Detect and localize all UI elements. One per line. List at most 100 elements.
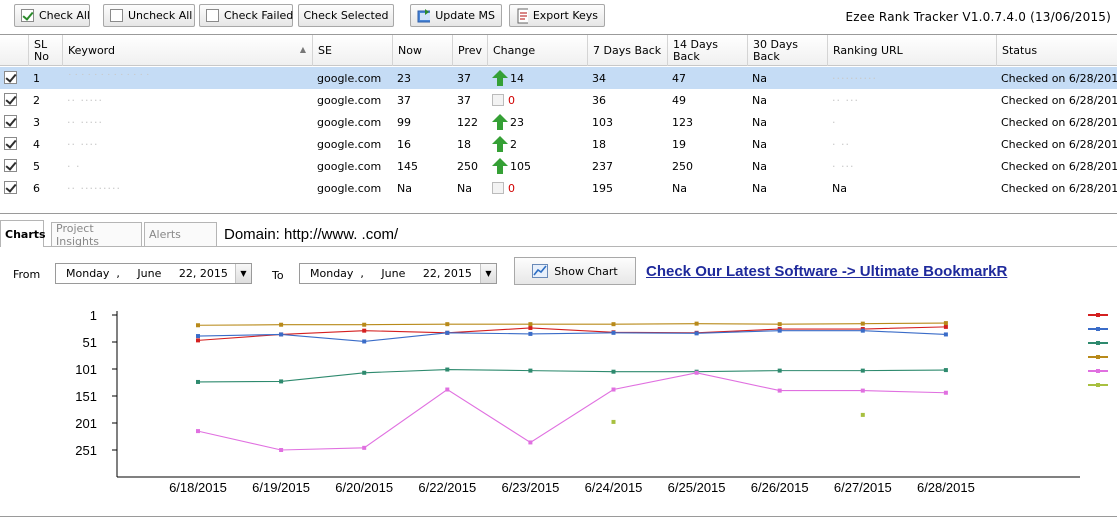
- data-point: [860, 368, 865, 373]
- legend-marker: [1096, 327, 1100, 331]
- legend-marker: [1096, 383, 1100, 387]
- update-icon: [417, 8, 431, 22]
- data-point: [611, 322, 616, 327]
- d30-value: Na: [752, 159, 767, 173]
- cell-prev: 37: [453, 67, 488, 89]
- row-checkbox[interactable]: [4, 93, 17, 106]
- arrow-up-icon: [492, 70, 508, 86]
- cell-now: Na: [393, 177, 453, 199]
- header-status[interactable]: Status: [1002, 43, 1038, 57]
- cell-prev: 122: [453, 111, 488, 133]
- cell-sl: 2: [29, 89, 63, 111]
- cell-url: ·: [828, 111, 997, 133]
- header-7-days[interactable]: 7 Days Back: [588, 35, 668, 66]
- from-date-picker[interactable]: Monday , June 22, 2015 ▼: [55, 263, 252, 284]
- data-point: [196, 323, 200, 328]
- keyword-grid: SL No Keyword ▲ SE Now Prev Change 7 Day…: [0, 34, 1117, 214]
- status-value: Checked on 6/28/2015: [1001, 137, 1117, 151]
- sl-value: 4: [33, 137, 40, 151]
- table-row[interactable]: 2 ·· ····· google.com 37 37 0 36 49 Na ·· ··· Chec…: [0, 89, 1117, 111]
- table-row[interactable]: 1 ˙˙˙˙˙˙˙˙˙˙˙˙˙ google.com 23 37 14 34 47 Na ····…: [0, 67, 1117, 89]
- row-checkbox[interactable]: [4, 71, 17, 84]
- table-row[interactable]: 4 ·· ···· google.com 16 18 2 18 19 Na · ·· Checked…: [0, 133, 1117, 155]
- row-checkbox[interactable]: [4, 137, 17, 150]
- check-selected-button[interactable]: Check Selected: [298, 4, 394, 27]
- tab-alerts[interactable]: Alerts: [144, 222, 217, 246]
- check-all-button[interactable]: Check All: [14, 4, 90, 27]
- header-prev[interactable]: Prev: [453, 35, 488, 66]
- row-checkbox[interactable]: [4, 159, 17, 172]
- header-change[interactable]: Change: [488, 35, 588, 66]
- data-point: [445, 367, 450, 372]
- x-tick-label: 6/18/2015: [169, 480, 227, 495]
- tab-project-insights[interactable]: Project Insights: [51, 222, 142, 248]
- app-title: Ezee Rank Tracker V1.0.7.4.0 (13/06/2015…: [845, 10, 1111, 24]
- cell-d7: 34: [588, 67, 668, 89]
- cell-prev: Na: [453, 177, 488, 199]
- cell-keyword: ·· ·····: [63, 111, 313, 133]
- cell-change: 23: [488, 111, 588, 133]
- cell-se: google.com: [313, 177, 393, 199]
- cell-d14: 49: [668, 89, 748, 111]
- header-ranking-url[interactable]: Ranking URL: [828, 35, 997, 66]
- chevron-down-icon[interactable]: ▼: [235, 264, 251, 283]
- check-all-label: Check All: [39, 9, 90, 22]
- to-label: To: [272, 269, 284, 282]
- export-keys-label: Export Keys: [532, 9, 598, 22]
- data-point: [528, 331, 533, 336]
- header-se[interactable]: SE: [313, 35, 393, 66]
- uncheck-all-label: Uncheck All: [128, 9, 193, 22]
- row-checkbox[interactable]: [4, 115, 17, 128]
- status-value: Checked on 6/28/2015: [1001, 71, 1117, 85]
- y-tick-label: 251: [75, 443, 97, 458]
- y-tick-label: 201: [75, 416, 97, 431]
- promo-link[interactable]: Check Our Latest Software -> Ultimate Bo…: [646, 263, 1008, 280]
- data-point: [362, 445, 367, 450]
- cell-d7: 36: [588, 89, 668, 111]
- arrow-up-icon: [492, 114, 508, 130]
- header-14-days[interactable]: 14 Days Back: [668, 35, 748, 66]
- header-keyword[interactable]: Keyword ▲: [63, 35, 313, 66]
- cell-d30: Na: [748, 67, 828, 89]
- chevron-down-icon[interactable]: ▼: [480, 264, 496, 283]
- d30-value: Na: [752, 181, 767, 195]
- data-point: [777, 388, 782, 393]
- cell-change: 2: [488, 133, 588, 155]
- keyword-value: ·· ·····: [67, 115, 103, 129]
- row-checkbox[interactable]: [4, 181, 17, 194]
- series-line: [197, 372, 946, 451]
- status-value: Checked on 6/28/2015: [1001, 159, 1117, 173]
- cell-d30: Na: [748, 111, 828, 133]
- table-row[interactable]: 5 · · google.com 145 250 105 237 250 Na · ··· Chec…: [0, 155, 1117, 177]
- header-now[interactable]: Now: [393, 35, 453, 66]
- cell-change: 0: [488, 89, 588, 111]
- data-point: [528, 322, 533, 327]
- grid-header: SL No Keyword ▲ SE Now Prev Change 7 Day…: [0, 35, 1117, 66]
- change-value: 0: [508, 93, 515, 107]
- status-value: Checked on 6/28/2015: [1001, 93, 1117, 107]
- prev-value: 122: [457, 115, 478, 129]
- se-value: google.com: [317, 115, 382, 129]
- table-row[interactable]: 3 ·· ····· google.com 99 122 23 103 123 Na · Check…: [0, 111, 1117, 133]
- to-date-value: Monday , June 22, 2015: [310, 267, 472, 280]
- data-point: [777, 368, 782, 373]
- header-30-days[interactable]: 30 Days Back: [748, 35, 828, 66]
- cell-status: Checked on 6/28/2015: [997, 67, 1117, 89]
- data-point: [943, 324, 948, 329]
- prev-value: Na: [457, 181, 472, 195]
- data-point: [860, 328, 865, 333]
- checkbox-icon: [110, 9, 123, 22]
- show-chart-button[interactable]: Show Chart: [514, 257, 636, 285]
- cell-se: google.com: [313, 89, 393, 111]
- to-date-picker[interactable]: Monday , June 22, 2015 ▼: [299, 263, 497, 284]
- uncheck-all-button[interactable]: Uncheck All: [103, 4, 195, 27]
- x-tick-label: 6/24/2015: [585, 480, 643, 495]
- header-sl-no[interactable]: SL No: [29, 35, 63, 66]
- table-row[interactable]: 6 ·· ········· google.com Na Na 0 195 Na Na Na Che…: [0, 177, 1117, 199]
- check-failed-button[interactable]: Check Failed: [199, 4, 293, 27]
- update-ms-button[interactable]: Update MS: [410, 4, 502, 27]
- tab-charts[interactable]: Charts: [0, 220, 46, 247]
- header-check-col[interactable]: [0, 35, 29, 66]
- export-keys-button[interactable]: Export Keys: [509, 4, 605, 27]
- checkbox-icon: [21, 9, 34, 22]
